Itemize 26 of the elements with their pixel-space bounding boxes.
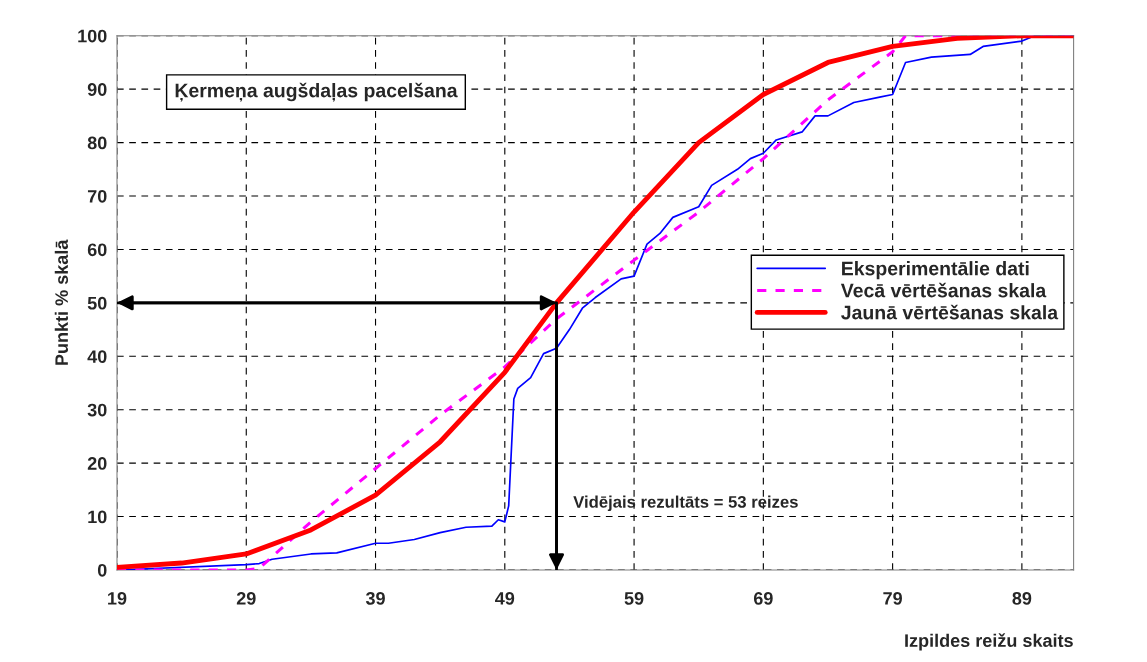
x-tick-label: 29 — [236, 591, 256, 605]
y-tick-label: 10 — [88, 510, 107, 524]
legend-label: Vecā vērtēšanas skala — [840, 282, 1047, 298]
y-axis-title: Punkti % skalā — [54, 239, 69, 365]
x-tick-label: 49 — [495, 591, 515, 605]
x-tick-label: 79 — [883, 591, 902, 605]
y-tick-label: 30 — [87, 403, 107, 417]
y-tick-label: 70 — [87, 189, 107, 203]
y-tick-label: 0 — [97, 563, 107, 577]
x-tick-label: 39 — [365, 591, 385, 605]
y-tick-label: 50 — [87, 296, 107, 310]
x-axis-title: Izpildes reižu skaits — [905, 633, 1073, 651]
legend-label: Jaunā vērtēšanas skala — [841, 304, 1059, 320]
y-tick-label: 20 — [87, 457, 107, 470]
text: Ķermeņa augšdaļas pacelšana — [175, 82, 458, 102]
legend-label: Eksperimentālie dati — [842, 261, 1029, 280]
ref-line-label: Vidējais rezultāts = 53 reizes — [573, 495, 798, 512]
y-tick-label: 40 — [87, 350, 107, 364]
x-tick-label: 89 — [1012, 591, 1032, 605]
x-tick-label: 59 — [624, 591, 644, 605]
x-tick-label: 69 — [753, 591, 773, 605]
y-tick-label: 80 — [87, 136, 107, 150]
y-tick-label: 90 — [87, 83, 107, 96]
y-tick-label: 100 — [78, 29, 107, 43]
y-tick-label: 60 — [87, 243, 107, 257]
x-tick-label: 19 — [108, 591, 127, 605]
